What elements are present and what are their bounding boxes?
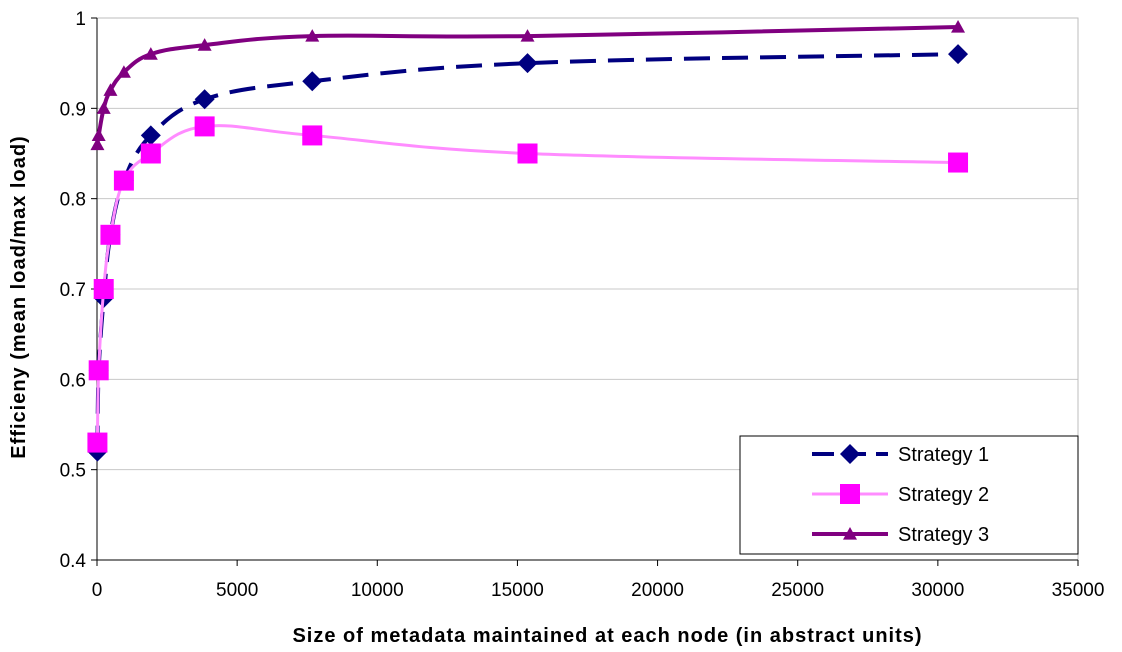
data-point bbox=[140, 125, 161, 146]
legend-marker bbox=[843, 527, 857, 540]
legend-marker bbox=[840, 484, 860, 504]
data-point bbox=[517, 143, 538, 164]
x-tick-label: 20000 bbox=[631, 580, 684, 601]
data-point bbox=[948, 152, 969, 173]
x-tick-labels: 0 5000 10000 15000 20000 25000 30000 35000 bbox=[92, 580, 1105, 601]
x-tick-label: 35000 bbox=[1052, 580, 1105, 601]
legend-items: Strategy 1 Strategy 2 Strategy 3 bbox=[812, 444, 989, 546]
data-point bbox=[194, 89, 215, 110]
data-point bbox=[517, 53, 538, 74]
y-tick-label: 0.5 bbox=[60, 461, 86, 482]
data-point bbox=[140, 143, 161, 164]
y-tick-label: 0.6 bbox=[60, 370, 86, 391]
y-tick-label: 0.8 bbox=[60, 190, 86, 211]
data-point bbox=[194, 116, 215, 137]
data-point bbox=[305, 29, 320, 42]
legend-item-2: Strategy 2 bbox=[812, 484, 989, 506]
data-point bbox=[302, 125, 323, 146]
series-2 bbox=[87, 116, 969, 453]
x-tick-label: 10000 bbox=[351, 580, 404, 601]
x-tick-label: 30000 bbox=[911, 580, 964, 601]
data-point bbox=[113, 170, 134, 191]
data-point bbox=[96, 101, 111, 114]
legend-label: Strategy 3 bbox=[898, 524, 989, 546]
series-line-1 bbox=[95, 52, 959, 452]
x-tick-label: 15000 bbox=[491, 580, 544, 601]
legend-label: Strategy 2 bbox=[898, 484, 989, 506]
data-point bbox=[948, 44, 969, 65]
data-point bbox=[90, 137, 105, 151]
legend-item-3: Strategy 3 bbox=[812, 524, 989, 546]
y-tick-label: 0.9 bbox=[60, 99, 86, 120]
legend-item-1: Strategy 1 bbox=[812, 444, 989, 466]
data-point bbox=[520, 29, 535, 42]
y-tick-labels: 0.4 0.5 0.6 0.7 0.8 0.9 1 bbox=[60, 9, 87, 572]
x-axis-title: Size of metadata maintained at each node… bbox=[292, 625, 922, 647]
legend: Strategy 1 Strategy 2 Strategy 3 bbox=[739, 435, 1079, 555]
x-tick-label: 0 bbox=[92, 580, 103, 601]
data-point bbox=[103, 83, 118, 96]
legend-marker bbox=[840, 444, 860, 464]
data-point bbox=[100, 224, 121, 245]
series-1 bbox=[87, 44, 969, 462]
series-3 bbox=[90, 20, 966, 151]
x-tick-label: 5000 bbox=[216, 580, 258, 601]
x-tick-label: 25000 bbox=[771, 580, 824, 601]
y-tick-label: 1 bbox=[75, 9, 86, 30]
series bbox=[87, 20, 969, 462]
data-point bbox=[951, 20, 966, 33]
y-axis-title: Efficieny (mean load/max load) bbox=[8, 135, 30, 458]
y-tick-label: 0.7 bbox=[60, 280, 86, 301]
legend-label: Strategy 1 bbox=[898, 444, 989, 466]
data-point bbox=[116, 65, 131, 78]
data-point bbox=[91, 128, 106, 142]
data-point bbox=[143, 47, 158, 60]
data-point bbox=[87, 432, 108, 453]
data-point bbox=[93, 279, 114, 299]
data-point bbox=[88, 360, 109, 381]
data-point bbox=[302, 71, 323, 92]
series-line-2 bbox=[95, 124, 959, 443]
data-point bbox=[197, 38, 212, 51]
y-tick-label: 0.4 bbox=[60, 551, 87, 572]
legend-box bbox=[739, 435, 1079, 555]
